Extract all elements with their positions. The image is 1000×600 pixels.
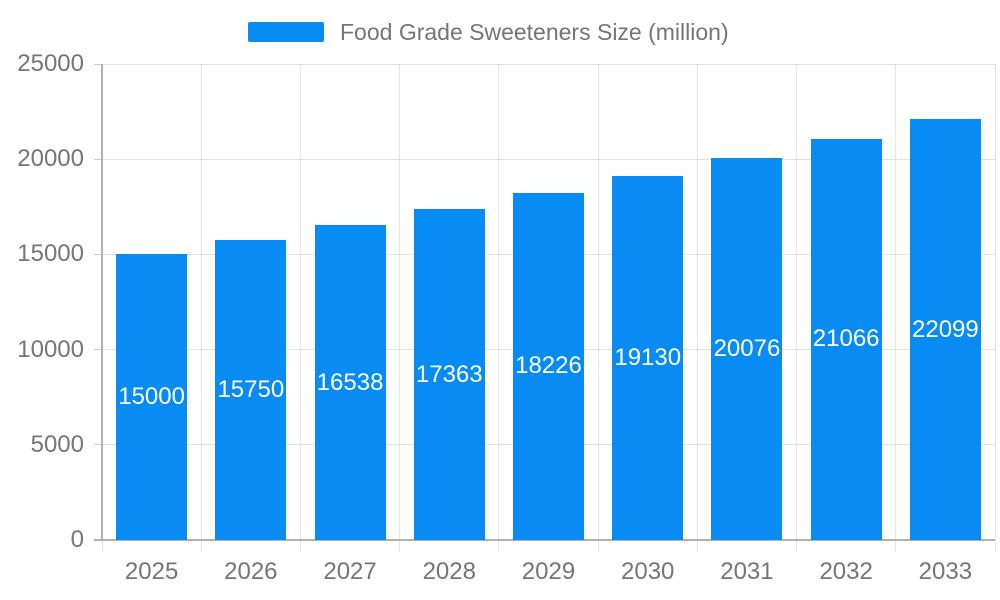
- y-axis-tick: [94, 158, 102, 160]
- bar-2029[interactable]: [513, 192, 584, 540]
- y-axis-label: 10000: [17, 335, 84, 363]
- bar-2028[interactable]: [413, 209, 485, 540]
- bar-2027[interactable]: [314, 225, 386, 540]
- y-axis-tick: [94, 253, 102, 255]
- x-gridline: [498, 64, 500, 552]
- bar-2026[interactable]: [215, 240, 287, 540]
- x-axis-label: 2027: [323, 558, 377, 585]
- x-axis-label: 2031: [720, 558, 774, 585]
- x-gridline: [796, 64, 798, 552]
- y-gridline: [102, 63, 995, 65]
- x-gridline: [399, 64, 401, 552]
- x-gridline: [597, 64, 599, 552]
- legend-label: Food Grade Sweeteners Size (million): [340, 18, 729, 45]
- bar-2025[interactable]: [116, 254, 188, 540]
- x-gridline: [895, 64, 897, 552]
- x-axis-label: 2025: [124, 558, 179, 585]
- x-axis-label: 2033: [918, 558, 973, 585]
- y-axis-tick: [94, 63, 102, 65]
- x-axis-label: 2028: [422, 558, 476, 585]
- legend-swatch-icon: [248, 22, 324, 42]
- y-axis-tick: [94, 349, 102, 351]
- y-axis-label: 25000: [17, 50, 84, 77]
- y-axis-label: 5000: [30, 430, 84, 458]
- bar-2030[interactable]: [612, 175, 684, 540]
- bar-2032[interactable]: [810, 138, 882, 540]
- y-axis-tick: [94, 444, 102, 446]
- x-gridline: [299, 64, 301, 552]
- y-axis-label: 15000: [17, 240, 84, 268]
- legend-item[interactable]: Food Grade Sweeteners Size (million): [248, 18, 729, 46]
- x-axis-label: 2030: [621, 558, 675, 585]
- x-gridline: [696, 64, 698, 552]
- x-axis-tick: [101, 540, 103, 552]
- y-gridline: [102, 158, 995, 160]
- x-axis-line: [94, 539, 995, 541]
- x-axis-label: 2029: [521, 558, 576, 585]
- x-axis-label: 2032: [819, 558, 873, 585]
- y-axis-label: 20000: [17, 145, 84, 173]
- x-gridline: [200, 64, 202, 552]
- y-axis-line: [101, 64, 103, 540]
- y-axis-label: 0: [70, 526, 84, 553]
- bar-2033[interactable]: [909, 119, 981, 540]
- x-axis-label: 2026: [224, 558, 278, 585]
- x-gridline: [994, 64, 996, 552]
- bar-2031[interactable]: [711, 157, 783, 540]
